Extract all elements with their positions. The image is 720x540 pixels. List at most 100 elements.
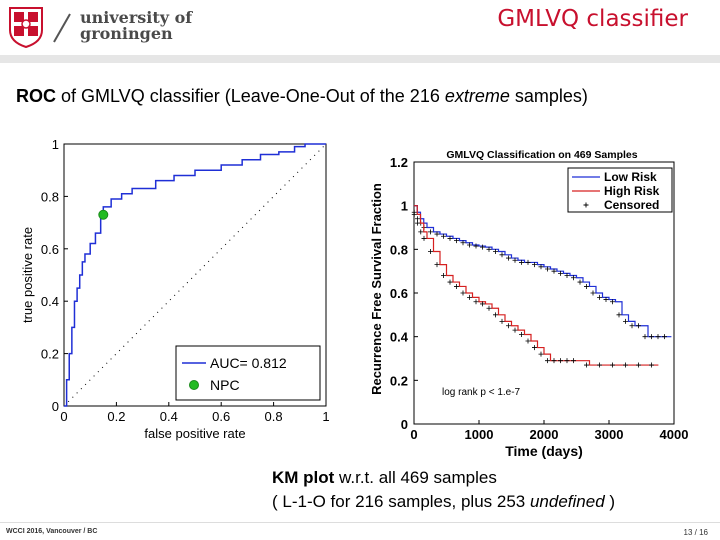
km-y-tick-label: 1 bbox=[401, 199, 408, 214]
km-censored-marker bbox=[519, 331, 524, 337]
km-censored-marker bbox=[525, 338, 531, 344]
km-censored-marker bbox=[532, 262, 537, 268]
km-censored-marker bbox=[434, 231, 440, 237]
km-censored-marker bbox=[597, 362, 602, 368]
km-censored-marker bbox=[610, 362, 615, 368]
km-y-tick-label: 0.2 bbox=[390, 373, 408, 388]
km-censored-marker bbox=[532, 345, 537, 351]
km-censored-marker bbox=[655, 334, 661, 340]
roc-x-tick-label: 0.8 bbox=[265, 409, 283, 424]
footer-conference: WCCI 2016, Vancouver / BC bbox=[6, 528, 98, 535]
km-censored-marker bbox=[493, 312, 498, 318]
km-censored-marker bbox=[545, 266, 550, 272]
km-censored-marker bbox=[506, 323, 511, 329]
subtitle-part2: samples) bbox=[509, 86, 588, 106]
km-x-tick-label: 1000 bbox=[465, 427, 494, 442]
km-censored-marker bbox=[649, 362, 654, 368]
roc-x-axis-label: false positive rate bbox=[144, 426, 245, 441]
slide-title: GMLVQ classifier bbox=[497, 6, 688, 32]
km-x-axis-label: Time (days) bbox=[505, 443, 583, 459]
km-censored-marker bbox=[480, 244, 485, 250]
km-legend-low-label: Low Risk bbox=[604, 170, 657, 184]
km-x-tick-label: 2000 bbox=[530, 427, 559, 442]
slide-header: university of groningen GMLVQ classifier bbox=[0, 0, 720, 55]
roc-curve-line bbox=[64, 143, 326, 407]
km-censored-marker bbox=[623, 362, 628, 368]
roc-x-tick-label: 0 bbox=[60, 409, 67, 424]
km-censored-marker bbox=[493, 249, 498, 255]
km-series-low-risk-line bbox=[414, 205, 672, 338]
km-censored-marker bbox=[571, 358, 576, 364]
km-censored-marker bbox=[454, 283, 459, 289]
university-crest-icon bbox=[9, 7, 43, 48]
roc-x-tick-label: 0.4 bbox=[160, 409, 178, 424]
roc-y-axis-label: true positive rate bbox=[20, 227, 35, 323]
km-censored-marker bbox=[642, 334, 648, 340]
km-censored-marker bbox=[558, 270, 563, 276]
km-censored-marker bbox=[584, 362, 589, 368]
km-censored-marker bbox=[629, 323, 635, 329]
caption-line2-pre: ( L-1-O for 216 samples, plus 253 bbox=[272, 492, 530, 511]
roc-x-tick-label: 0.6 bbox=[212, 409, 230, 424]
km-censored-marker bbox=[415, 220, 420, 226]
km-censored-marker bbox=[603, 297, 609, 303]
km-censored-marker bbox=[506, 255, 511, 261]
km-censored-marker bbox=[545, 358, 550, 364]
university-line1: university of bbox=[80, 8, 193, 27]
km-censored-marker bbox=[564, 358, 570, 364]
km-censored-marker bbox=[538, 351, 544, 357]
km-censored-marker bbox=[486, 246, 492, 252]
caption-line2: ( L-1-O for 216 samples, plus 253 undefi… bbox=[272, 490, 615, 514]
km-censored-marker bbox=[623, 318, 628, 324]
km-censored-marker bbox=[512, 327, 518, 333]
logo-slash-icon bbox=[53, 13, 71, 43]
roc-subtitle: ROC of GMLVQ classifier (Leave-One-Out o… bbox=[16, 86, 588, 107]
km-censored-marker bbox=[636, 362, 641, 368]
km-censored-marker bbox=[473, 243, 479, 249]
km-y-tick-label: 1.2 bbox=[390, 155, 408, 170]
km-censored-marker bbox=[512, 257, 518, 263]
caption-line2-post: ) bbox=[604, 492, 616, 511]
caption-line1: KM plot w.r.t. all 469 samples bbox=[272, 466, 615, 490]
roc-npc-point bbox=[98, 209, 109, 220]
km-censored-marker bbox=[411, 211, 417, 217]
km-censored-marker bbox=[499, 318, 505, 324]
km-censored-marker bbox=[616, 312, 622, 318]
km-censored-marker bbox=[428, 249, 433, 255]
roc-y-tick-label: 0.2 bbox=[41, 347, 59, 362]
subtitle-part1: of GMLVQ classifier (Leave-One-Out of th… bbox=[56, 86, 445, 106]
roc-y-tick-label: 0 bbox=[52, 399, 59, 414]
km-censored-marker bbox=[441, 273, 446, 279]
km-logrank-annotation: log rank p < 1.e-7 bbox=[442, 387, 521, 398]
caption-bold: KM plot bbox=[272, 468, 335, 487]
km-censored-marker bbox=[454, 238, 459, 244]
roc-y-tick-label: 1 bbox=[52, 137, 59, 152]
km-censored-marker bbox=[564, 273, 570, 279]
header-band bbox=[0, 55, 720, 63]
subtitle-bold: ROC bbox=[16, 86, 56, 106]
km-legend-censored-swatch bbox=[583, 202, 589, 208]
university-line2: groningen bbox=[80, 24, 173, 43]
roc-legend-auc-label: AUC= 0.812 bbox=[210, 355, 287, 371]
km-censored-marker bbox=[551, 268, 557, 274]
km-legend-censored-label: Censored bbox=[604, 198, 659, 212]
km-censored-marker bbox=[467, 294, 472, 300]
km-censored-marker bbox=[584, 283, 589, 289]
km-censored-marker bbox=[447, 235, 453, 241]
roc-x-tick-label: 0.2 bbox=[107, 409, 125, 424]
km-censored-marker bbox=[558, 358, 563, 364]
km-censored-marker bbox=[519, 259, 524, 265]
subtitle-italic: extreme bbox=[444, 86, 510, 106]
km-legend-high-label: High Risk bbox=[604, 184, 660, 198]
km-censored-marker bbox=[460, 290, 466, 296]
km-y-tick-label: 0.8 bbox=[390, 242, 408, 257]
km-censored-marker bbox=[662, 334, 667, 340]
km-y-tick-label: 0.6 bbox=[390, 286, 408, 301]
km-chart-title: GMLVQ Classification on 469 Samples bbox=[446, 149, 637, 161]
km-censored-marker bbox=[610, 299, 615, 305]
km-censored-marker bbox=[499, 252, 505, 258]
km-censored-marker bbox=[525, 259, 531, 265]
km-censored-marker bbox=[597, 294, 602, 300]
km-censored-marker bbox=[590, 290, 596, 296]
roc-legend-npc-label: NPC bbox=[210, 377, 240, 393]
